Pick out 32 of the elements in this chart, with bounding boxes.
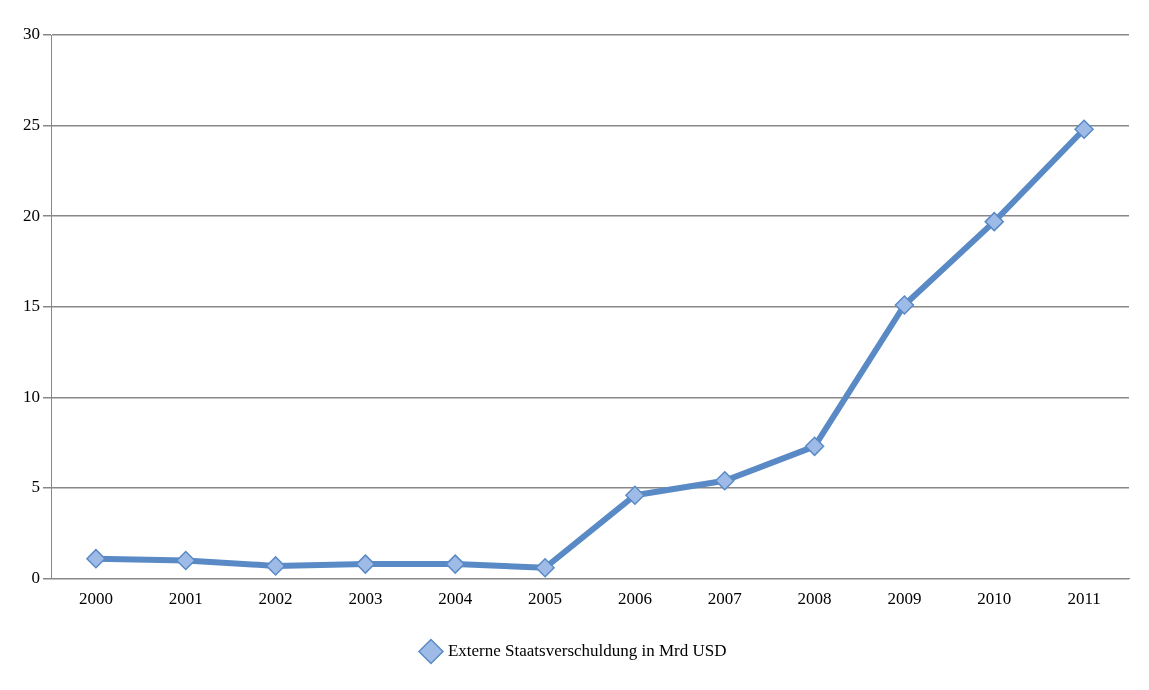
x-tick-label: 2005 [528,589,563,609]
x-tick-label: 2002 [258,589,293,609]
point [804,436,825,457]
y-tick-label: 25 [23,115,40,135]
point [265,556,286,576]
y-tick-label: 5 [31,477,40,497]
y-tick-label: 0 [31,568,40,588]
x-tick-label: 2010 [977,589,1012,609]
y-tick-label: 10 [23,386,40,406]
x-tick-label: 2004 [438,589,473,609]
x-tick-label: 2011 [1067,589,1101,609]
point [535,557,555,578]
point [445,554,465,574]
y-tick-label: 15 [23,296,40,316]
point [894,295,915,315]
x-tick-label: 2001 [168,589,203,609]
x-tick-label: 2007 [707,589,743,609]
point [176,550,196,571]
y-tick-label: 20 [23,205,40,225]
point [355,554,376,574]
x-tick-label: 2003 [348,589,383,609]
point [625,485,645,505]
point [86,548,106,569]
x-tick-label: 2009 [887,589,922,609]
point [984,211,1004,232]
legend-label: Externe Staatsverschuldung in Mrd USD [447,640,727,660]
x-tick-label: 2000 [78,589,113,609]
y-tick-label: 30 [23,24,40,44]
x-tick-label: 2006 [617,589,652,609]
point [715,471,735,491]
point [1074,119,1094,139]
x-tick-label: 2008 [797,589,832,609]
